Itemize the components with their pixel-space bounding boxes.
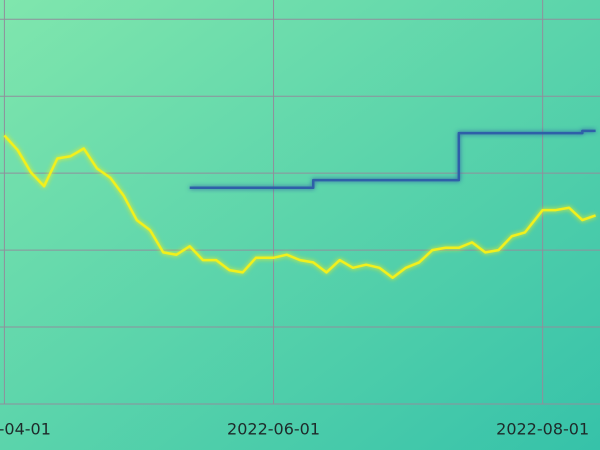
plot xyxy=(3,129,596,280)
series-line xyxy=(3,134,596,280)
grid xyxy=(0,0,600,405)
x-tick-label: 2022-06-01 xyxy=(227,420,320,439)
series-line xyxy=(189,129,596,190)
x-axis: 2022-04-01 2022-06-01 2022-08-01 xyxy=(0,420,589,439)
x-tick-label: 2022-04-01 xyxy=(0,420,51,439)
x-tick-label: 2022-08-01 xyxy=(496,420,589,439)
